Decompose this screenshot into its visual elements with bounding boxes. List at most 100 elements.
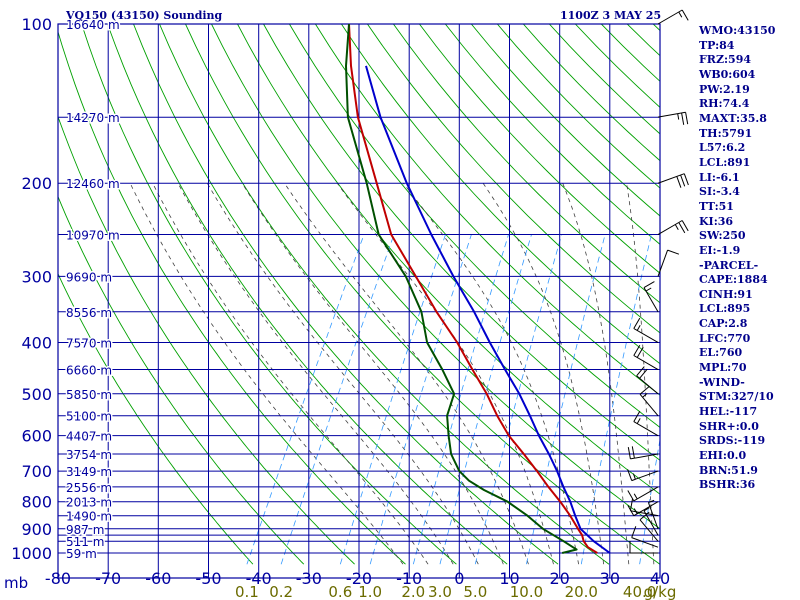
temperature-tick-label: 10 [499,569,519,588]
wind-barb [657,249,680,277]
stat-item: TP:84 [699,38,735,52]
mixing-ratio-line [280,234,395,565]
pressure-tick-label: 900 [21,520,52,539]
wind-barb [627,501,659,517]
pressure-tick-label: 300 [21,267,52,286]
height-label: 3149 m [66,465,112,479]
mixing-ratio-line [439,234,532,565]
stat-item: LI:-6.1 [699,170,740,184]
dry-adiabats [58,24,800,565]
wind-barb [633,344,659,370]
mixing-ratio-line [412,234,509,565]
grid-lines [57,23,661,579]
dry-adiabat [393,24,660,304]
stat-item: RH:74.4 [699,97,750,111]
wind-barb [657,111,689,125]
dry-adiabat [237,24,660,495]
stat-item: SRDS:-119 [699,434,766,448]
mixing-ratio-label: 0.1 [235,583,259,600]
valid-time: 1100Z 3 MAY 25 [560,9,662,22]
moist-adiabat [177,183,454,565]
height-label: 1490 m [66,510,112,524]
wind-barb [639,386,659,416]
temperature-tick-label: 0 [454,569,464,588]
wind-barb [636,366,659,395]
wind-barb [643,281,659,313]
moist-adiabat [626,183,655,565]
pressure-tick-label: 600 [21,427,52,446]
height-label: 7570 m [66,336,112,350]
temperature-tick-label: -50 [195,569,221,588]
wind-barb [657,220,689,235]
height-label: 9690 m [66,270,112,284]
height-label: 4407 m [66,430,112,444]
plot-frame [57,23,661,579]
height-label: 5100 m [66,410,112,424]
moist-adiabat [152,183,429,565]
stat-item: L57:6.2 [699,141,746,155]
stat-item: BSHR:36 [699,478,756,492]
stat-item: EL:760 [699,346,743,360]
stat-item: -PARCEL- [699,258,759,272]
dry-adiabat [341,24,660,365]
height-label: 987 m [66,523,104,537]
mixing-ratio-label: 2.0 [401,583,425,600]
temperature-tick-label: 20 [549,569,569,588]
station-title: VQ150 (43150) Sounding [66,9,223,22]
height-label: 2556 m [66,481,112,495]
dry-adiabat [58,115,355,565]
stat-item: PW:2.19 [699,82,750,96]
mixing-ratio-label: 0.6 [328,583,352,600]
stat-item: CAPE:1884 [699,273,768,287]
temperature-tick-label: -30 [296,569,322,588]
mixing-ratio-label: 0.2 [269,583,293,600]
height-label: 14270 m [66,111,120,125]
dry-adiabat [107,24,508,565]
stat-item: HEL:-117 [699,405,758,419]
moist-adiabat [403,182,579,565]
mixing-ratio-line [246,234,365,565]
height-label: 8556 m [66,306,112,320]
stat-item: SI:-3.4 [699,185,740,199]
dry-adiabat [315,24,660,396]
stat-item: MAXT:35.8 [699,111,767,125]
stat-item: KI:36 [699,214,734,228]
moist-adiabat [206,182,479,565]
dry-adiabat [783,24,800,564]
mixing-ratio-line [639,437,660,565]
wind-barb [629,541,658,554]
wind-barb [629,498,659,517]
height-label: 16640 m [66,18,120,32]
wind-barbs [627,9,689,554]
moist-adiabat [129,183,404,565]
mixing-ratio-label: 10.0 [510,583,543,600]
dry-adiabat [81,24,457,565]
height-label: 12460 m [66,177,120,191]
parcel-trace [365,65,611,554]
temperature-trace [348,24,598,554]
temperature-tick-label: -10 [396,569,422,588]
temperature-tick-label: -40 [246,569,272,588]
wind-barb [657,9,689,25]
dry-adiabat [58,30,406,565]
mixing-ratio-label: 40.0 [623,583,656,600]
mixing-ratio-label: 3.0 [428,583,452,600]
height-label: 10970 m [66,229,120,243]
pressure-tick-label: 700 [21,462,52,481]
temperature-tick-label: 40 [650,569,670,588]
pressure-tick-label: 200 [21,174,52,193]
stat-item: SHR+:0.0 [699,419,759,433]
stat-item: WB0:604 [699,67,756,81]
mixing-ratio-label: 20.0 [565,583,598,600]
height-label: 2013 m [66,496,112,510]
pressure-tick-label: 100 [21,15,52,34]
mixing-ratio-label: 1.0 [358,583,382,600]
stat-item: LCL:891 [699,155,751,169]
height-label: 6660 m [66,364,112,378]
pressure-tick-label: 800 [21,493,52,512]
moist-adiabat [482,182,605,565]
temperature-tick-label: -80 [45,569,71,588]
height-label: 511 m [66,535,104,549]
stat-item: EHI:0.0 [699,449,747,463]
